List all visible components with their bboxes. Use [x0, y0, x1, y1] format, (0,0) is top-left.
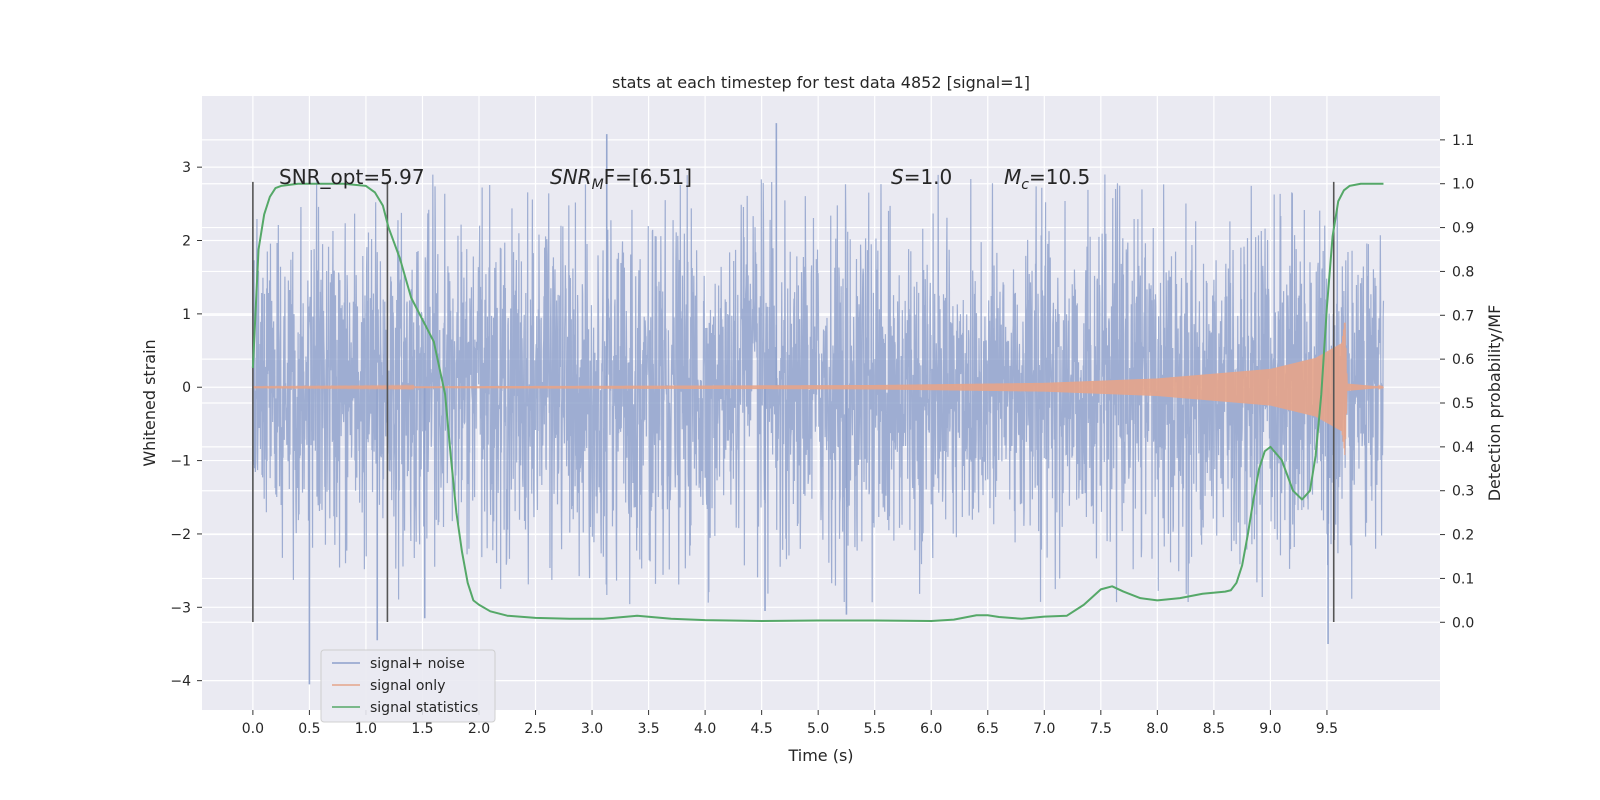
snr-mf-annotation: SNRMF=[6.51]: [550, 165, 692, 193]
x-tick-label: 9.5: [1316, 721, 1338, 737]
y-tick-label-right: 1.1: [1452, 133, 1474, 149]
noise-series: [252, 123, 1385, 685]
mc-subscript: c: [1021, 177, 1029, 193]
legend: signal+ noise signal only signal statist…: [320, 649, 496, 723]
y-axis-label-right: Detection probability/MF: [1485, 305, 1504, 502]
y-tick-label-left: −4: [170, 674, 191, 690]
statistics-line: [251, 182, 1384, 622]
x-tick-label: 0.5: [298, 721, 320, 737]
snr-mf-subscript: M: [592, 177, 604, 193]
x-tick-label: 0.0: [242, 721, 264, 737]
snr-mf-prefix: SNR: [550, 165, 592, 189]
y-tick-label-left: −2: [170, 527, 191, 543]
x-tick-label: 1.5: [411, 721, 433, 737]
x-tick-label: 6.0: [920, 721, 942, 737]
chirp-line: [252, 322, 1384, 455]
x-tick-label: 5.0: [807, 721, 829, 737]
snr-mf-suffix: F=[6.51]: [604, 165, 692, 189]
noise-line: [252, 174, 1385, 605]
x-tick-label: 2.5: [524, 721, 546, 737]
y-tick-label-left: 2: [182, 234, 191, 250]
y-tick-label-left: −1: [170, 454, 191, 470]
y-tick-label-left: 1: [182, 307, 191, 323]
y-tick-label-right: 0.7: [1452, 308, 1474, 324]
s-label: S: [891, 165, 904, 189]
x-tick-label: 5.5: [864, 721, 886, 737]
x-tick-label: 8.5: [1203, 721, 1225, 737]
tick-layer: 0.0 0.5 1.0 1.5 2.0 2.5 3.0 3.5 4.0 4.5 5.0 5.5 6.0 6…: [170, 133, 1474, 737]
x-tick-label: 2.0: [468, 721, 490, 737]
legend-box: [320, 649, 496, 723]
y-tick-label-left: 0: [182, 380, 191, 396]
x-tick-label: 8.0: [1146, 721, 1168, 737]
x-tick-label: 1.0: [355, 721, 377, 737]
s-annotation: S=1.0: [891, 165, 952, 189]
x-tick-label: 9.0: [1259, 721, 1281, 737]
y-tick-label-right: 0.2: [1452, 528, 1474, 544]
y-tick-label-left: −3: [170, 600, 191, 616]
x-tick-label: 3.5: [637, 721, 659, 737]
y-tick-label-left: 3: [182, 160, 191, 176]
legend-label-signal-noise: signal+ noise: [370, 656, 465, 672]
y-tick-label-right: 0.1: [1452, 571, 1474, 587]
y-tick-label-right: 0.6: [1452, 352, 1474, 368]
x-tick-label: 6.5: [977, 721, 999, 737]
x-tick-label: 7.0: [1033, 721, 1055, 737]
y-axis-label-left: Whitened strain: [140, 339, 159, 466]
snr-opt-annotation: SNR_opt=5.97: [279, 165, 425, 189]
y-tick-label-right: 0.4: [1452, 440, 1474, 456]
mc-label: M: [1004, 165, 1021, 189]
y-tick-label-right: 0.5: [1452, 396, 1474, 412]
legend-label-signal-statistics: signal statistics: [370, 700, 478, 716]
legend-label-signal-only: signal only: [370, 678, 445, 694]
x-tick-label: 7.5: [1090, 721, 1112, 737]
chart-title: stats at each timestep for test data 485…: [612, 73, 1030, 92]
x-axis-label: Time (s): [787, 746, 853, 765]
statistics-series: [251, 182, 1384, 622]
y-tick-label-right: 0.3: [1452, 484, 1474, 500]
y-tick-label-right: 1.0: [1452, 177, 1474, 193]
y-tick-label-right: 0.0: [1452, 615, 1474, 631]
vline-layer: [252, 181, 1335, 622]
x-tick-label: 4.5: [751, 721, 773, 737]
chirp-series: [252, 322, 1384, 455]
mc-annotation: Mc=10.5: [1004, 165, 1090, 193]
s-value: =1.0: [904, 165, 953, 189]
mc-value: =10.5: [1029, 165, 1090, 189]
x-tick-label: 3.0: [581, 721, 603, 737]
x-tick-label: 4.0: [694, 721, 716, 737]
y-tick-label-right: 0.9: [1452, 221, 1474, 237]
y-tick-label-right: 0.8: [1452, 264, 1474, 280]
